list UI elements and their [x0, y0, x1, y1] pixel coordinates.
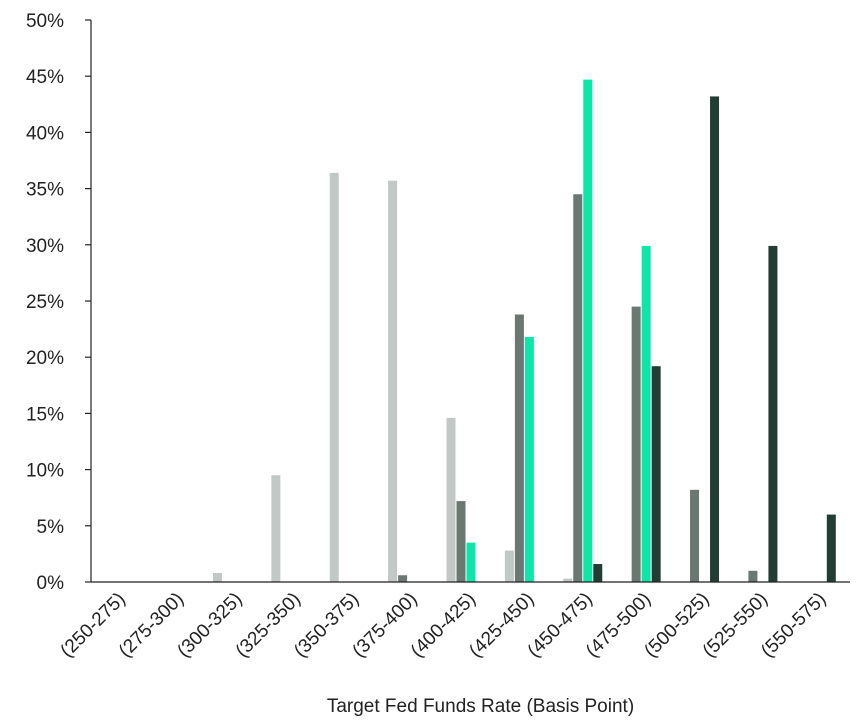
bar-400-425-s3 — [466, 542, 476, 582]
bar-450-475-s4 — [593, 564, 603, 582]
bar-375-400-s2 — [398, 575, 408, 582]
bar-450-475-s2 — [573, 194, 583, 582]
bar-500-525-s2 — [690, 489, 700, 582]
y-tick-label: 50% — [26, 11, 64, 32]
bar-475-500-s4 — [651, 366, 661, 582]
y-tick-label: 10% — [26, 461, 64, 482]
y-tick-label: 20% — [26, 348, 64, 369]
bar-325-350-s1 — [271, 475, 281, 582]
bar-500-525-s4 — [710, 96, 720, 582]
y-axis-ticks: 0% 5% 10% 15% 20% 25% 30% 35% 40% 45% 50% — [26, 11, 91, 594]
y-tick-label: 30% — [26, 236, 64, 257]
y-tick-label: 35% — [26, 180, 64, 201]
x-axis-ticks: (250-275)(275-300)(300-325)(325-350)(350… — [57, 589, 831, 662]
bar-350-375-s1 — [329, 172, 339, 582]
bar-450-475-s3 — [583, 79, 593, 583]
bar-425-450-s1 — [504, 550, 514, 582]
bar-525-550-s2 — [748, 570, 758, 582]
bar-400-425-s1 — [446, 417, 456, 582]
bar-525-550-s4 — [768, 245, 778, 582]
y-tick-label: 25% — [26, 292, 64, 313]
bar-375-400-s1 — [388, 180, 398, 582]
bar-475-500-s2 — [631, 306, 641, 582]
bar-550-575-s4 — [826, 514, 836, 582]
bar-425-450-s2 — [514, 314, 524, 582]
y-tick-label: 40% — [26, 123, 64, 144]
x-tick-label: (550-575) — [757, 589, 830, 662]
bar-475-500-s3 — [641, 245, 651, 582]
y-tick-label: 15% — [26, 404, 64, 425]
bar-300-325-s1 — [212, 573, 222, 582]
y-tick-label: 45% — [26, 67, 64, 88]
y-tick-label: 0% — [37, 573, 65, 594]
y-tick-label: 5% — [37, 517, 65, 538]
x-axis-title: Target Fed Funds Rate (Basis Point) — [327, 696, 634, 717]
bar-425-450-s3 — [524, 336, 534, 582]
bars-group — [212, 79, 836, 583]
bar-400-425-s2 — [456, 501, 466, 582]
bar-450-475-s1 — [563, 578, 573, 582]
